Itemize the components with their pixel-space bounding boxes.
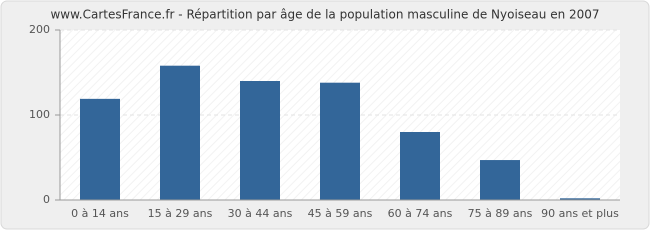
bar <box>240 81 280 200</box>
y-tick-label: 200 <box>29 23 50 36</box>
bar <box>160 65 200 200</box>
bar <box>560 198 600 200</box>
y-tick-label: 0 <box>43 193 50 206</box>
x-tick-label: 60 à 74 ans <box>388 207 453 220</box>
x-tick-label: 45 à 59 ans <box>308 207 373 220</box>
x-tick-label: 75 à 89 ans <box>468 207 533 220</box>
bar <box>80 98 120 200</box>
x-tick-label: 15 à 29 ans <box>148 207 213 220</box>
y-tick-label: 100 <box>29 108 50 121</box>
x-tick-label: 30 à 44 ans <box>228 207 293 220</box>
bar <box>480 160 520 200</box>
chart: www.CartesFrance.fr - Répartition par âg… <box>0 0 650 230</box>
bar <box>400 132 440 200</box>
x-tick-label: 90 ans et plus <box>541 207 619 220</box>
bar <box>320 82 360 200</box>
x-tick-label: 0 à 14 ans <box>71 207 129 220</box>
chart-title: www.CartesFrance.fr - Répartition par âg… <box>50 8 599 22</box>
